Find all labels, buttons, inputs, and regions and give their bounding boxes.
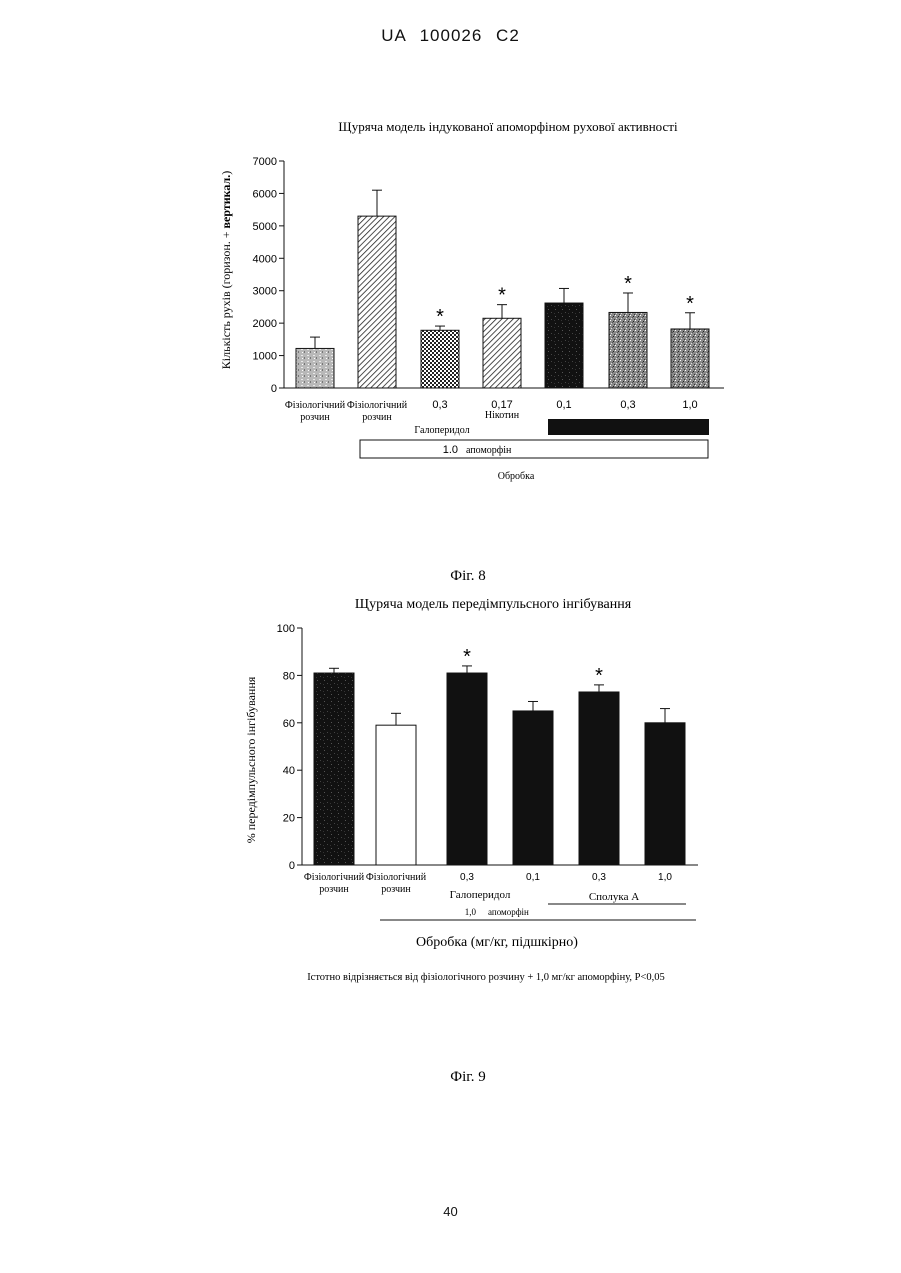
bar bbox=[447, 673, 487, 865]
significance-star: * bbox=[595, 665, 603, 687]
chart-title: Щуряча модель передімпульсного інгібуван… bbox=[355, 597, 632, 612]
y-axis-label: % передімпульсного інгібування bbox=[244, 676, 258, 843]
significance-star: * bbox=[463, 646, 471, 668]
x-tick-label: 0,3 bbox=[592, 872, 606, 883]
x-tick-label: 1,0 bbox=[658, 872, 672, 883]
x-tick-label: 0,1 bbox=[526, 872, 540, 883]
x-tick-label: Фізіологічний bbox=[366, 872, 427, 883]
y-tick-label: 60 bbox=[283, 718, 295, 730]
y-tick-label: 40 bbox=[283, 765, 295, 777]
y-tick-label: 0 bbox=[289, 860, 295, 872]
bar bbox=[645, 723, 685, 865]
compound-label: Сполука А bbox=[589, 891, 639, 903]
x-axis-label: Обробка (мг/кг, підшкірно) bbox=[416, 935, 578, 950]
bar bbox=[314, 673, 354, 865]
y-tick-label: 20 bbox=[283, 813, 295, 825]
figure-9-caption: Фіг. 9 bbox=[450, 1069, 485, 1085]
bar bbox=[513, 711, 553, 865]
apomorphine-dose: 1,0 bbox=[465, 907, 477, 917]
x-tick-label: розчин bbox=[319, 884, 349, 895]
x-tick-label: розчин bbox=[381, 884, 411, 895]
figure-9-chart: Щуряча модель передімпульсного інгібуван… bbox=[0, 0, 901, 1100]
page-number: 40 bbox=[0, 1204, 901, 1219]
x-tick-label: 0,3 bbox=[460, 872, 474, 883]
y-tick-label: 80 bbox=[283, 670, 295, 682]
bar bbox=[376, 725, 416, 865]
haloperidol-label: Галоперидол bbox=[450, 889, 511, 901]
y-tick-label: 100 bbox=[277, 623, 295, 635]
apomorphine-label: апоморфін bbox=[488, 907, 529, 917]
bar bbox=[579, 692, 619, 865]
significance-footnote: Істотно відрізняється від фізіологічного… bbox=[307, 972, 665, 983]
x-tick-label: Фізіологічний bbox=[304, 872, 365, 883]
